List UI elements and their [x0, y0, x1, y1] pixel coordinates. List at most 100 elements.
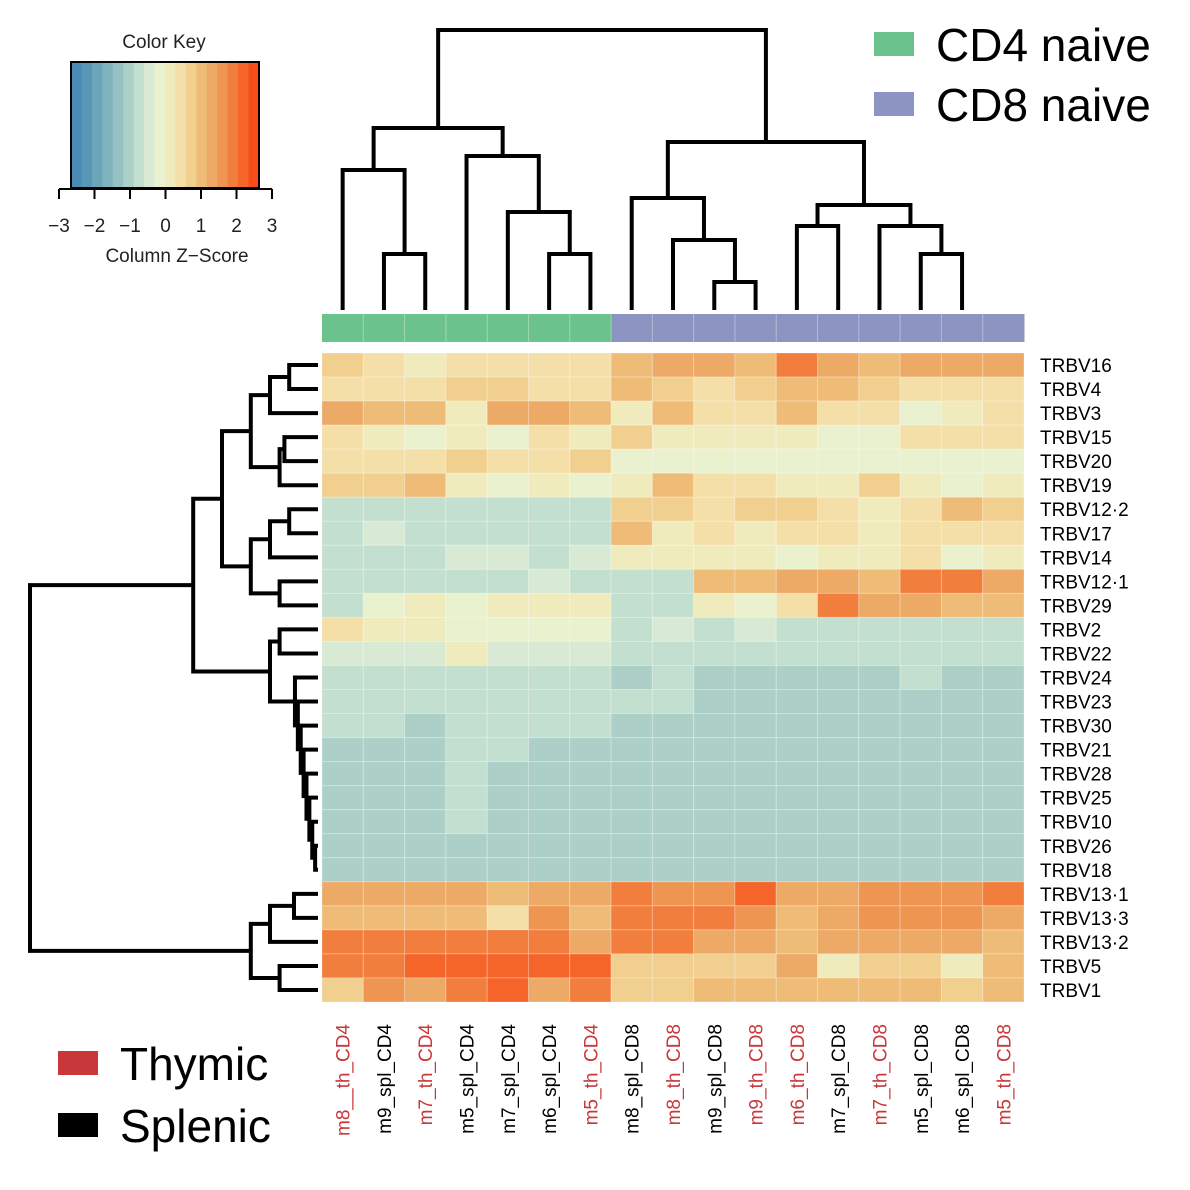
column-label: m5_spl_CD4: [458, 1024, 479, 1134]
heatmap-cell: [569, 977, 612, 1003]
color-key-swatch: [112, 62, 124, 188]
group-legend-swatch: [874, 92, 914, 116]
heatmap-cell: [734, 929, 777, 955]
color-key-swatch: [206, 62, 218, 188]
heatmap-cell: [404, 352, 447, 378]
heatmap-cell: [940, 977, 984, 1003]
heatmap-cell: [527, 689, 571, 715]
dendrogram-branch: [371, 126, 505, 170]
heatmap-cell: [775, 761, 819, 787]
column-label: m9_th_CD8: [747, 1024, 768, 1125]
heatmap-cell: [362, 616, 406, 642]
heatmap-cell: [940, 544, 984, 570]
heatmap-cell: [817, 737, 860, 763]
heatmap-cell: [940, 833, 984, 859]
heatmap-cell: [569, 664, 612, 691]
heatmap-cell: [486, 977, 529, 1003]
heatmap-cell: [445, 857, 488, 883]
color-key-swatch: [185, 62, 197, 188]
heatmap-cell: [404, 737, 447, 763]
heatmap-cell: [775, 905, 819, 931]
heatmap-cell: [404, 689, 447, 715]
heatmap-cell: [404, 496, 447, 522]
heatmap-cell: [569, 761, 612, 787]
heatmap-cell: [404, 881, 447, 907]
heatmap-cell: [858, 472, 901, 498]
heatmap-cell: [569, 833, 612, 859]
heatmap-cell: [817, 544, 860, 570]
heatmap-cell: [651, 929, 695, 955]
group-bar-cell: [404, 314, 447, 342]
heatmap-cell: [858, 881, 901, 907]
heatmap-cell: [445, 785, 488, 811]
dendrogram-branch: [815, 203, 913, 226]
column-label: m5_th_CD8: [994, 1024, 1015, 1125]
heatmap-cell: [940, 424, 984, 450]
heatmap-cell: [610, 929, 653, 955]
dendrogram-branch: [277, 579, 318, 608]
heatmap-cell: [775, 713, 819, 739]
heatmap-cell: [569, 496, 612, 522]
heatmap-cell: [610, 953, 653, 979]
row-label: TRBV23: [1040, 693, 1112, 714]
heatmap-cell: [527, 929, 571, 955]
heatmap-cell: [940, 785, 984, 811]
heatmap-cell: [693, 929, 736, 955]
heatmap-cell: [527, 616, 571, 642]
color-key-swatch: [123, 62, 135, 188]
heatmap-cell: [486, 592, 529, 618]
heatmap-cell: [651, 761, 695, 787]
heatmap-cell: [693, 496, 736, 522]
heatmap-cell: [445, 496, 488, 522]
dendrogram-branch: [547, 252, 593, 310]
heatmap-cell: [817, 977, 860, 1003]
heatmap-cell: [899, 424, 942, 450]
heatmap-cell: [817, 953, 860, 979]
heatmap-cell: [775, 953, 819, 979]
color-key: Color Key −3 −2 −1 0 1 2 3 Column Z−Score: [48, 32, 277, 267]
heatmap-cell: [527, 400, 571, 426]
row-label: TRBV5: [1040, 957, 1101, 978]
heatmap-cell: [527, 785, 571, 811]
heatmap-cell: [858, 905, 901, 931]
heatmap-cell: [858, 448, 901, 474]
row-label: TRBV13·2: [1040, 933, 1129, 954]
heatmap-cell: [651, 424, 695, 450]
heatmap-cell: [817, 448, 860, 474]
heatmap-cell: [693, 544, 736, 570]
heatmap-cell: [651, 400, 695, 426]
heatmap-cell: [404, 616, 447, 642]
heatmap-cell: [734, 568, 777, 594]
heatmap-cell: [610, 448, 653, 474]
heatmap-cell: [362, 929, 406, 955]
group-bar-cell: [941, 314, 984, 342]
heatmap-cell: [527, 905, 571, 931]
heatmap-cell: [445, 616, 488, 642]
group-bar-cell: [982, 314, 1025, 342]
heatmap-cell: [899, 713, 942, 739]
heatmap-cell: [651, 881, 695, 907]
heatmap-cell: [693, 809, 736, 835]
color-key-swatch: [91, 62, 103, 188]
row-label: TRBV14: [1040, 548, 1112, 569]
heatmap-cell: [651, 809, 695, 835]
heatmap-cell: [693, 640, 736, 666]
heatmap-cell: [651, 376, 695, 402]
heatmap-cell: [899, 640, 942, 666]
heatmap-cell: [858, 544, 901, 570]
heatmap-cell: [321, 977, 364, 1003]
heatmap-cell: [734, 640, 777, 666]
heatmap-cell: [982, 905, 1025, 931]
heatmap-cell: [362, 472, 406, 498]
heatmap-cell: [362, 689, 406, 715]
heatmap-cell: [486, 352, 529, 378]
heatmap-cell: [486, 400, 529, 426]
heatmap-cell: [486, 881, 529, 907]
row-label: TRBV13·3: [1040, 909, 1129, 930]
heatmap-cell: [775, 785, 819, 811]
heatmap-cell: [445, 568, 488, 594]
heatmap-cell: [486, 376, 529, 402]
heatmap-cell: [610, 616, 653, 642]
column-group-bar: [322, 314, 1025, 342]
group-bar-cell: [528, 314, 571, 342]
